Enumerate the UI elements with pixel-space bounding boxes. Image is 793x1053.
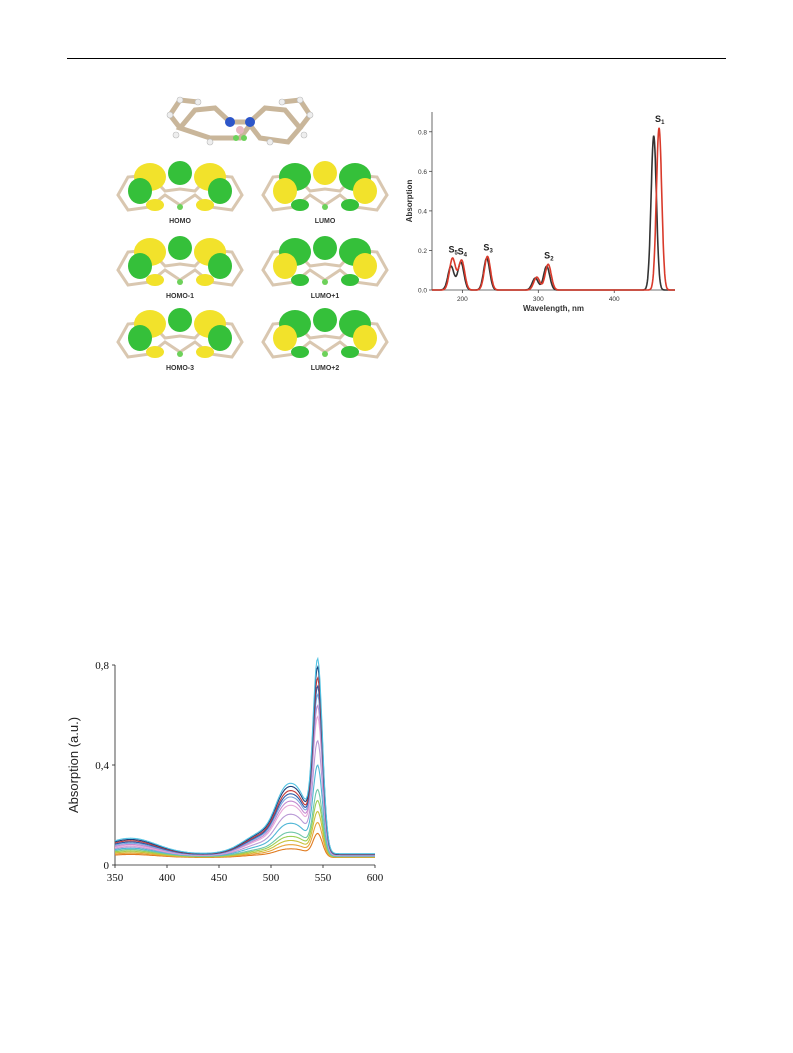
orbital-lumo: LUMO bbox=[261, 161, 389, 225]
uvvis-series-4 bbox=[114, 788, 375, 857]
uvvis-series-11 bbox=[114, 676, 375, 855]
uvvis-series-9 bbox=[114, 692, 375, 856]
x-tick-label: 400 bbox=[159, 872, 176, 884]
orbital-homo-3: HOMO-3 bbox=[116, 308, 244, 372]
x-tick-label: 300 bbox=[533, 296, 544, 303]
peak-label: S5 bbox=[449, 244, 459, 256]
uvvis-series-6 bbox=[114, 739, 375, 857]
x-tick-label: 500 bbox=[263, 872, 280, 884]
orbital-lumo-2: LUMO+2 bbox=[261, 308, 389, 372]
y-tick-label: 0.8 bbox=[418, 129, 427, 136]
x-tick-label: 550 bbox=[315, 872, 332, 884]
uvvis-series-7 bbox=[114, 715, 375, 857]
orbital-label: LUMO+1 bbox=[311, 293, 340, 300]
spectrum-series-0 bbox=[432, 135, 675, 291]
orbital-homo-1: HOMO-1 bbox=[116, 236, 244, 300]
orbital-homo: HOMO bbox=[116, 161, 244, 225]
uvvis-series-12 bbox=[114, 665, 375, 855]
y-tick-label: 0,4 bbox=[95, 760, 109, 772]
orbital-label: HOMO-1 bbox=[166, 293, 194, 300]
y-tick-label: 0.0 bbox=[418, 288, 427, 295]
header-rule bbox=[67, 58, 726, 59]
peak-label: S2 bbox=[544, 250, 554, 262]
x-tick-label: 400 bbox=[609, 296, 620, 303]
uvvis-series-10 bbox=[114, 684, 375, 856]
x-axis-label: Wavelength, nm bbox=[523, 304, 584, 313]
computed-spectrum-chart: 0.0 0.2 0.4 0.6 0.8 200 300 400 Wavelength, nm Ab… bbox=[400, 100, 700, 320]
y-axis-label: Absorption bbox=[405, 180, 414, 223]
y-tick-label: 0.2 bbox=[418, 248, 427, 255]
y-tick-label: 0 bbox=[104, 860, 110, 872]
x-tick-label: 600 bbox=[367, 872, 384, 884]
x-tick-label: 200 bbox=[457, 296, 468, 303]
spectrum-series-1 bbox=[432, 127, 675, 291]
orbital-label: HOMO-3 bbox=[166, 365, 194, 372]
computed-spectrum-svg: 0.0 0.2 0.4 0.6 0.8 200 300 400 Wavelength, nm Ab… bbox=[405, 112, 675, 313]
uvvis-series-13 bbox=[114, 656, 375, 855]
orbital-svg: HOMO LUMO HOMO-1 LUMO+1 HOMO-3 LUMO+2 bbox=[116, 96, 389, 372]
y-tick-label: 0.6 bbox=[418, 169, 427, 176]
uvvis-spectra-chart: 0 0,4 0,8 350 400 450 500 550 600 Absorption (a.u… bbox=[60, 650, 390, 895]
orbital-figure: HOMO LUMO HOMO-1 LUMO+1 HOMO-3 LUMO+2 bbox=[110, 80, 392, 380]
y-tick-label: 0,8 bbox=[95, 660, 109, 672]
y-tick-label: 0.4 bbox=[418, 208, 427, 215]
uvvis-spectra-svg: 0 0,4 0,8 350 400 450 500 550 600 Absorption (a.u… bbox=[66, 656, 384, 884]
orbital-label: HOMO bbox=[169, 218, 191, 225]
orbital-label: LUMO bbox=[315, 218, 336, 225]
uvvis-series-8 bbox=[114, 703, 375, 856]
orbital-label: LUMO+2 bbox=[311, 365, 340, 372]
orbital-lumo-1: LUMO+1 bbox=[261, 236, 389, 300]
x-tick-label: 350 bbox=[107, 872, 124, 884]
peak-label: S4 bbox=[458, 246, 468, 258]
molecule-structure bbox=[166, 96, 314, 146]
peak-label: S3 bbox=[483, 242, 493, 254]
x-tick-label: 450 bbox=[211, 872, 228, 884]
y-axis-label: Absorption (a.u.) bbox=[66, 717, 81, 813]
peak-label: S1 bbox=[655, 114, 665, 126]
